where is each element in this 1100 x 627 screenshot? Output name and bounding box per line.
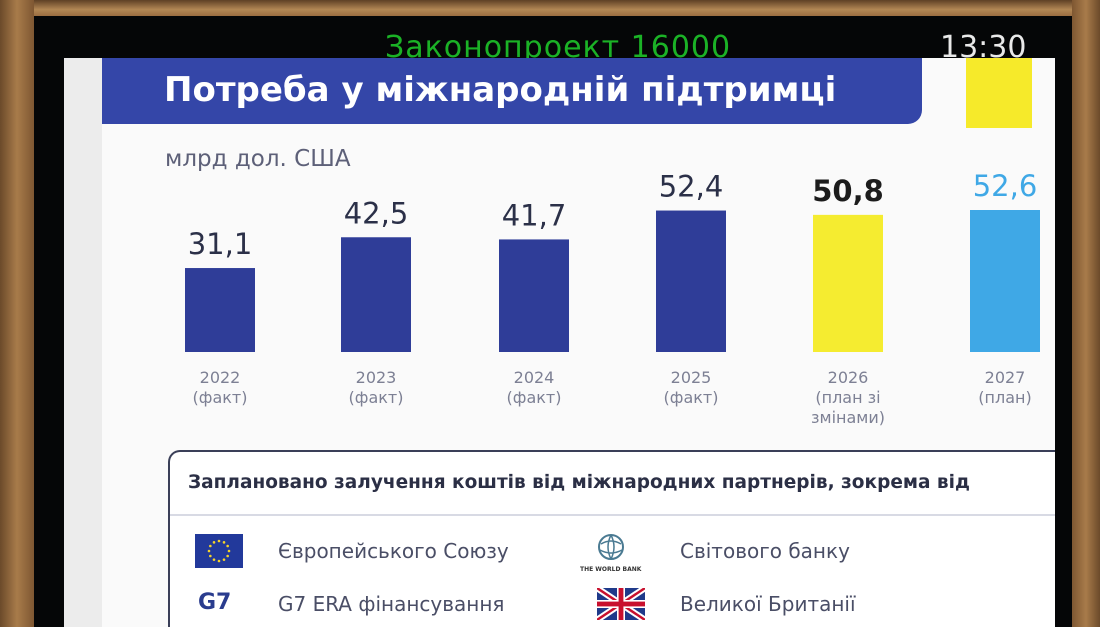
- category-label-2023-0: 2023: [356, 368, 397, 387]
- value-label-2027: 52,6: [973, 169, 1038, 203]
- category-label-2025-0: 2025: [671, 368, 712, 387]
- category-label-2026-2: змінами): [811, 408, 885, 427]
- bar-2026: [813, 214, 883, 352]
- eu-star-icon: [207, 549, 211, 553]
- category-label-2025-1: (факт): [664, 388, 719, 407]
- eu-star-icon: [212, 558, 216, 561]
- partners-divider: [170, 514, 1055, 516]
- category-label-2024-0: 2024: [514, 368, 555, 387]
- value-label-2025: 52,4: [659, 170, 724, 204]
- slide-title: Потреба у міжнародній підтримці: [164, 70, 837, 110]
- category-label-2027-0: 2027: [985, 368, 1026, 387]
- category-label-2026-1: (план зі: [815, 388, 880, 407]
- wooden-frame-top: [0, 0, 1100, 16]
- category-label-2022-0: 2022: [200, 368, 241, 387]
- g7-icon: G7: [198, 590, 232, 615]
- value-label-2023: 42,5: [344, 196, 409, 230]
- category-label-2024-1: (факт): [507, 388, 562, 407]
- eu-star-icon: [217, 559, 221, 563]
- title-bar: [102, 58, 922, 124]
- partner-world-bank-label: Світового банку: [680, 539, 850, 563]
- bar-2024: [499, 239, 569, 352]
- bar-2025: [656, 210, 726, 352]
- category-label-2023-1: (факт): [349, 388, 404, 407]
- bar-2022: [185, 268, 255, 352]
- eu-stars-icon: [207, 539, 231, 563]
- partner-uk-label: Великої Британії: [680, 592, 856, 616]
- value-label-2024: 41,7: [502, 198, 567, 232]
- eu-star-icon: [209, 554, 212, 558]
- bar-2027: [970, 210, 1040, 352]
- eu-star-icon: [212, 541, 216, 544]
- eu-star-icon: [227, 549, 231, 553]
- partners-panel: Заплановано залучення коштів від міжнаро…: [168, 450, 1055, 627]
- eu-star-icon: [222, 541, 226, 544]
- partner-g7-label: G7 ERA фінансування: [278, 592, 505, 616]
- partners-heading: Заплановано залучення коштів від міжнаро…: [188, 472, 970, 493]
- eu-star-icon: [226, 544, 229, 548]
- uk-flag-icon: [597, 588, 645, 620]
- category-label-2027-1: (план): [978, 388, 1031, 407]
- world-bank-icon: [598, 534, 624, 560]
- eu-star-icon: [226, 554, 229, 558]
- category-label-2022-1: (факт): [193, 388, 248, 407]
- eu-star-icon: [209, 544, 212, 548]
- value-label-2026: 50,8: [812, 174, 884, 208]
- unit-label: млрд дол. США: [165, 146, 351, 172]
- partner-eu-label: Європейського Союзу: [278, 539, 509, 563]
- eu-star-icon: [222, 558, 226, 561]
- value-label-2022: 31,1: [188, 227, 253, 261]
- world-bank-logo-text: THE WORLD BANK: [580, 566, 642, 573]
- eu-star-icon: [217, 539, 221, 543]
- yellow-flag-block: [966, 58, 1032, 128]
- bar-2023: [341, 237, 411, 352]
- eu-flag-icon: [195, 534, 243, 568]
- wooden-frame-right: [1072, 0, 1100, 627]
- category-label-2026-0: 2026: [828, 368, 869, 387]
- wooden-frame-left: [0, 0, 34, 627]
